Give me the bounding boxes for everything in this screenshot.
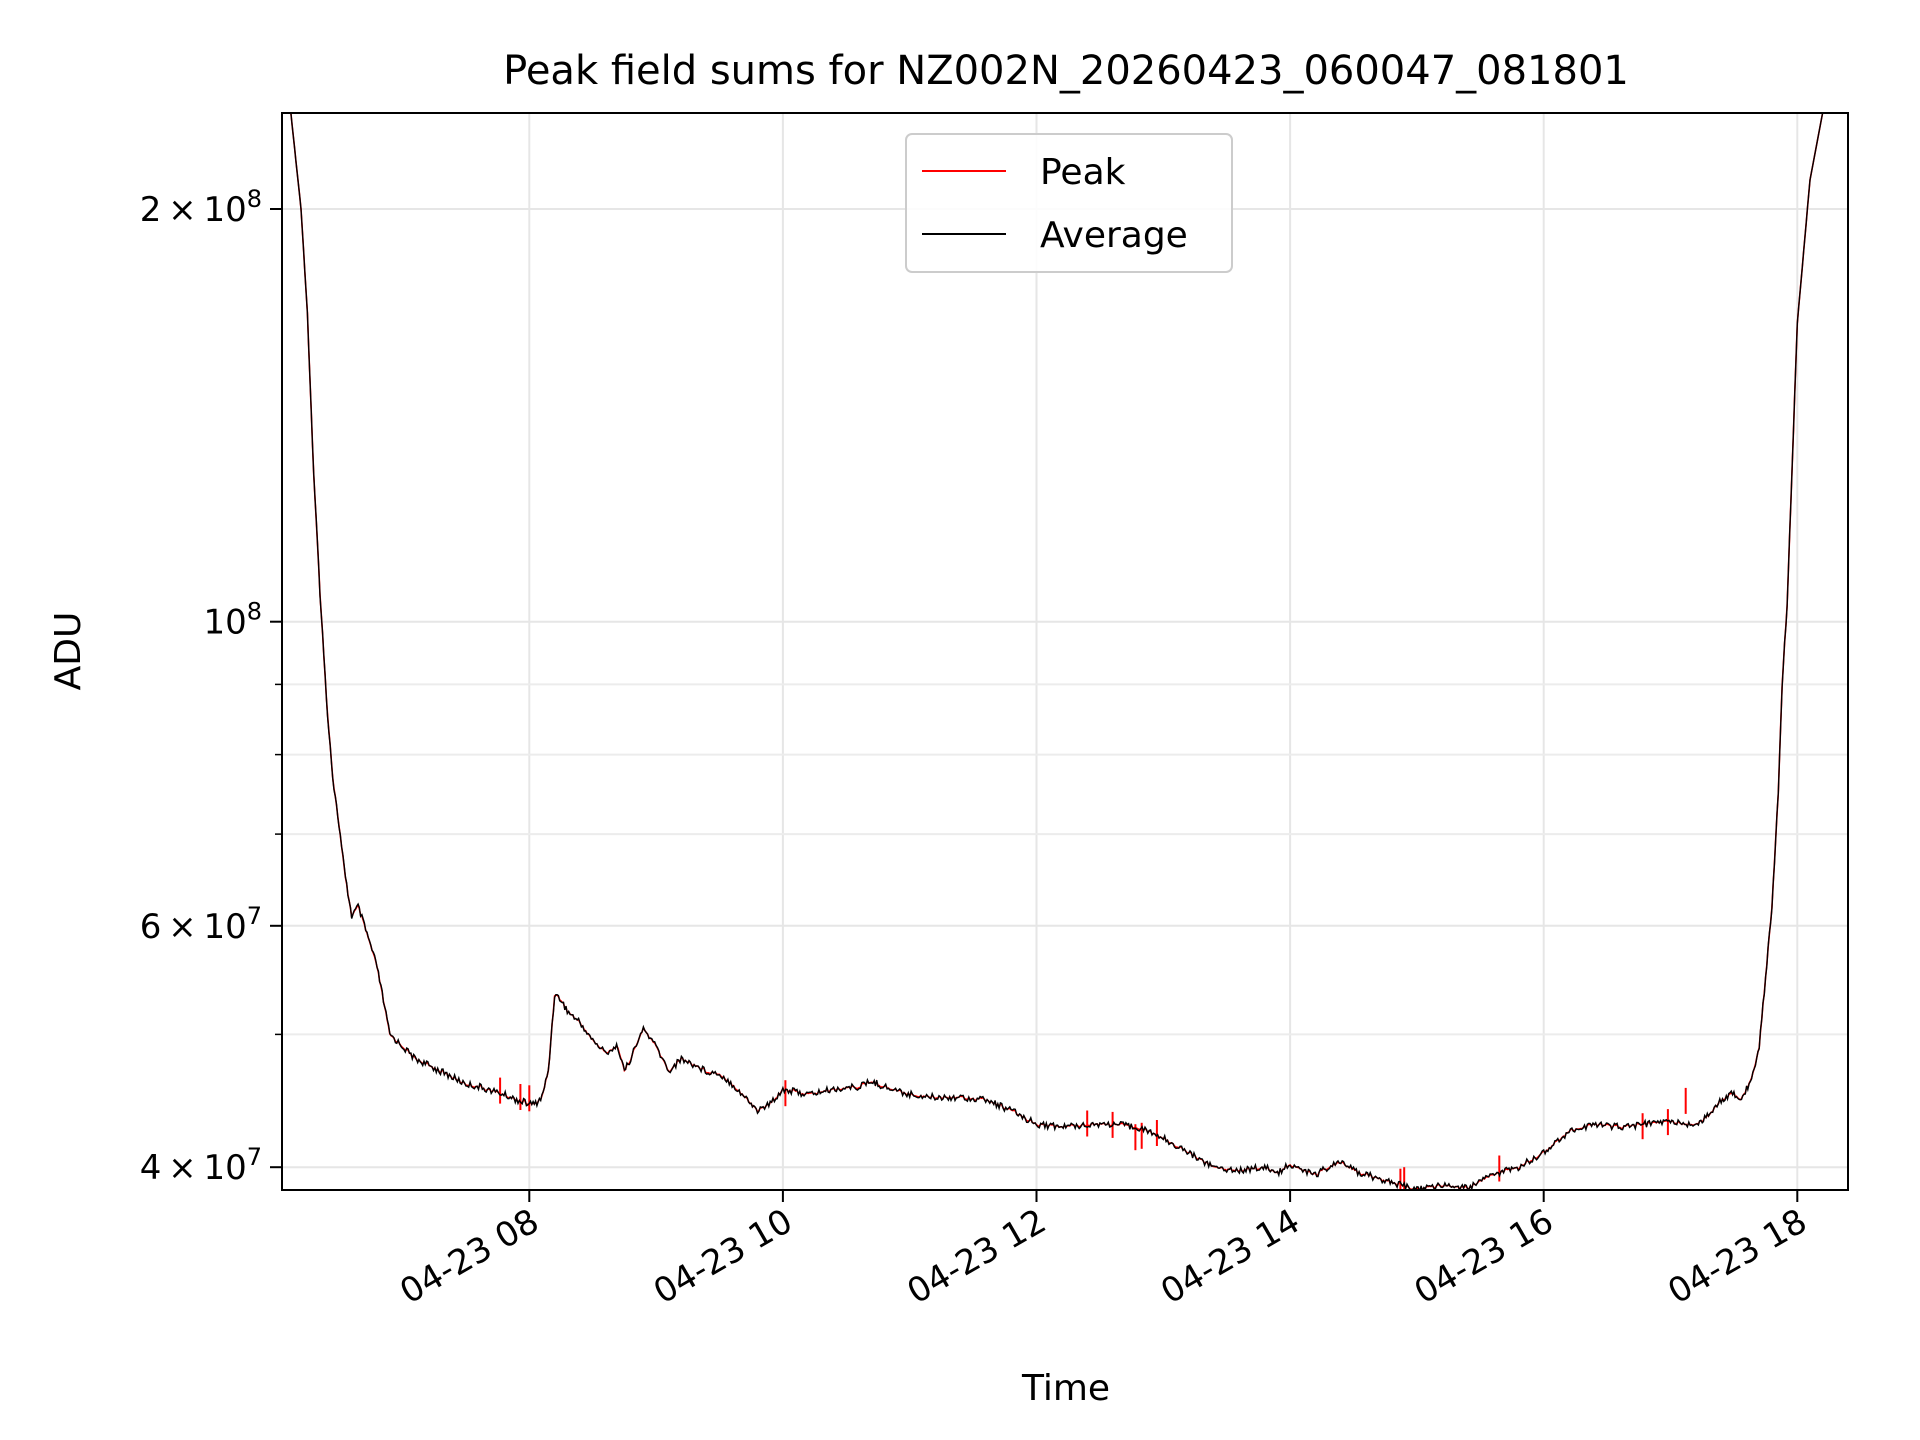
y-tick-label: 4 × 107 xyxy=(140,1143,262,1188)
y-axis-label: ADU xyxy=(48,612,89,691)
series-layer xyxy=(282,113,1848,1190)
legend: Peak Average xyxy=(905,133,1233,273)
legend-average-label: Average xyxy=(1040,215,1188,256)
legend-peak-label: Peak xyxy=(1040,152,1126,193)
plot-frame xyxy=(281,112,1849,1191)
x-axis-label: Time xyxy=(1021,1368,1110,1409)
chart-title: Peak field sums for NZ002N_20260423_0600… xyxy=(503,48,1629,94)
legend-box xyxy=(905,133,1233,273)
y-tick-label: 6 × 107 xyxy=(140,902,262,947)
series-line-average xyxy=(282,113,1848,1190)
y-axis-ticks: 4 × 107 6 × 107 108 2 × 108 xyxy=(140,185,282,1188)
y-tick-label: 2 × 108 xyxy=(140,185,262,230)
y-tick-label: 108 xyxy=(203,598,262,643)
